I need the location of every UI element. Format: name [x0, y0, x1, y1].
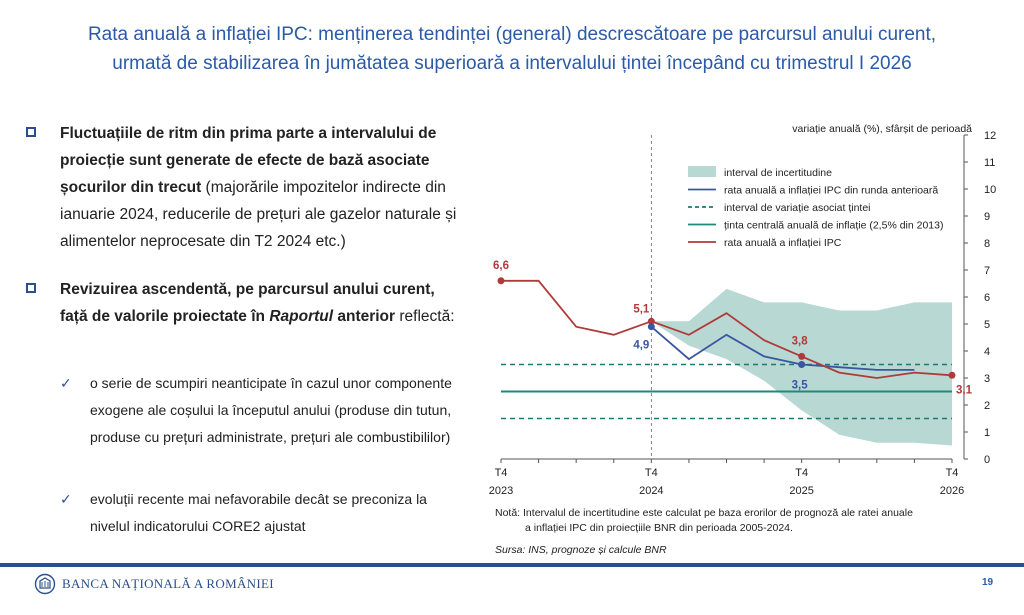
x-tick-label: 2025: [789, 485, 813, 497]
chart-source: Sursa: INS, prognoze și calcule BNR: [495, 544, 667, 556]
bullet2-bold-italic-text: Raportul: [269, 308, 334, 325]
note-line-1: Notă: Intervalul de incertitudine este c…: [495, 507, 913, 519]
cpi-data-label: 5,1: [633, 303, 650, 315]
bullet1-bold-text: Fluctuațiile de ritm din prima parte a i…: [60, 125, 437, 196]
y-axis-label: variație anuală (%), sfârșit de perioadă: [792, 123, 972, 135]
check-icon: ✓: [60, 375, 72, 391]
bullet2-bold-text-b: anterior: [333, 308, 396, 325]
y-tick-label: 4: [984, 346, 990, 358]
square-bullet-icon: [26, 127, 36, 137]
sub-bullet-core2: ✓ evoluții recente mai nefavorabile decâ…: [60, 486, 460, 540]
y-tick-label: 12: [984, 130, 996, 142]
slide-title: Rata anuală a inflației IPC: menținerea …: [20, 20, 1004, 78]
previous_round-data-label: 3,5: [792, 380, 809, 392]
check-icon: ✓: [60, 491, 72, 507]
bullet2-text: reflectă:: [395, 308, 455, 325]
legend-item: interval de variație asociat țintei: [724, 202, 871, 214]
previous_round-marker: [798, 361, 806, 368]
cpi-data-label: 3,1: [956, 384, 973, 396]
legend-item: rata anuală a inflației IPC din runda an…: [724, 185, 938, 197]
footer-divider: [0, 563, 1024, 567]
x-tick-label: T4: [495, 467, 508, 479]
y-tick-label: 10: [984, 184, 996, 196]
y-tick-label: 5: [984, 319, 990, 331]
cpi-marker: [497, 277, 505, 285]
y-tick-label: 3: [984, 373, 990, 385]
y-tick-label: 9: [984, 211, 990, 223]
cpi-data-label: 6,6: [493, 260, 509, 272]
bullet2-bold-text-a: Revizuirea ascendentă, pe parcursul anul…: [60, 281, 435, 325]
page-number: 19: [982, 577, 994, 588]
x-tick-label: T4: [946, 467, 959, 479]
uncertainty-band: [651, 288, 952, 446]
bullet-fluctuations: Fluctuațiile de ritm din prima parte a i…: [26, 120, 466, 255]
chart-note: Notă: Intervalul de incertitudine este c…: [495, 506, 965, 536]
legend-swatch: [688, 166, 716, 177]
title-line-1: Rata anuală a inflației IPC: menținerea …: [87, 24, 937, 45]
y-tick-label: 8: [984, 238, 990, 250]
previous-round-line: [650, 326, 915, 371]
legend-item: interval de incertitudine: [724, 167, 832, 179]
sub-bullet-exogenous: ✓ o serie de scumpiri neanticipate în ca…: [60, 370, 460, 451]
bnr-logo-text: BANCA NAȚIONALĂ A ROMÂNIEI: [62, 576, 274, 591]
legend-item: rata anuală a inflației IPC: [724, 237, 842, 249]
bnr-logo: BANCA NAȚIONALĂ A ROMÂNIEI: [34, 573, 274, 595]
cpi-line: [501, 279, 953, 379]
y-tick-label: 6: [984, 292, 990, 304]
cpi-marker: [948, 371, 956, 379]
y-tick-label: 1: [984, 427, 990, 439]
cpi-marker: [647, 317, 655, 325]
cpi-data-label: 3,8: [792, 335, 809, 347]
x-tick-label: 2023: [489, 485, 513, 497]
bullet-upward-revision: Revizuirea ascendentă, pe parcursul anul…: [26, 276, 466, 330]
sub2-text: evoluții recente mai nefavorabile decât …: [90, 491, 427, 534]
x-tick-label: T4: [795, 467, 808, 479]
bnr-emblem-icon: [34, 573, 56, 595]
y-tick-label: 0: [984, 454, 990, 466]
title-line-2: urmată de stabilizarea în jumătatea supe…: [112, 53, 912, 74]
cpi-marker: [798, 352, 806, 360]
previous_round-data-label: 4,9: [633, 340, 649, 352]
note-line-2: a inflației IPC din proiecțiile BNR din …: [525, 522, 793, 534]
y-tick-label: 2: [984, 400, 990, 412]
previous_round-marker: [647, 323, 655, 331]
legend-item: ținta centrală anuală de inflație (2,5% …: [724, 220, 943, 232]
x-tick-label: 2026: [940, 485, 964, 497]
square-bullet-icon: [26, 283, 36, 293]
sub1-text: o serie de scumpiri neanticipate în cazu…: [90, 375, 452, 445]
x-tick-label: 2024: [639, 485, 663, 497]
y-tick-label: 7: [984, 265, 990, 277]
bullet1-text: (majorările impozitelor indirecte din ia…: [60, 179, 457, 250]
x-tick-label: T4: [645, 467, 658, 479]
y-tick-label: 11: [984, 157, 995, 169]
